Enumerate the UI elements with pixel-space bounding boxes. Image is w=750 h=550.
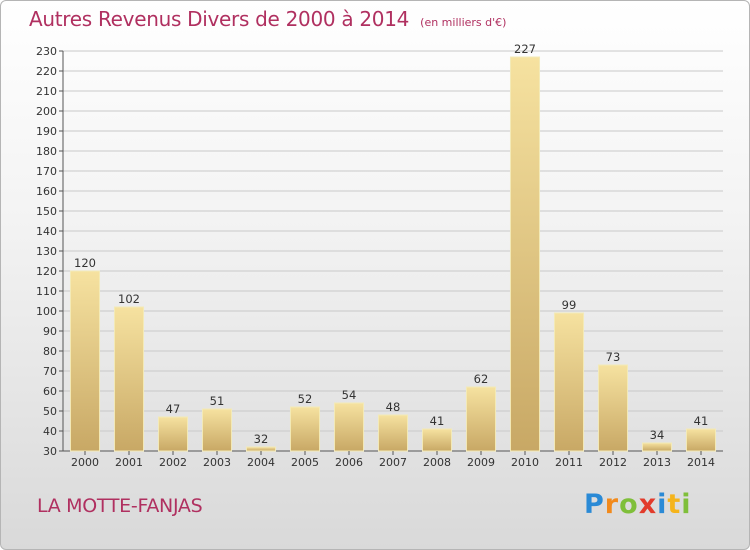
bar-value-label: 102 [118,292,140,306]
bar [421,428,453,452]
bar-value-label: 54 [342,388,357,402]
bar-value-label: 41 [694,414,709,428]
y-tick-label: 190 [36,125,57,138]
bar-value-label: 34 [650,428,665,442]
bar-value-label: 32 [254,432,269,446]
y-tick-label: 80 [43,345,57,358]
bar [157,416,189,452]
y-tick-label: 30 [43,445,57,458]
bar-value-label: 52 [298,392,313,406]
bar-value-label: 99 [562,298,577,312]
x-tick-label: 2013 [643,456,671,469]
y-tick-label: 220 [36,65,57,78]
y-tick-label: 210 [36,85,57,98]
chart-title: Autres Revenus Divers de 2000 à 2014 [29,7,410,31]
y-tick-label: 60 [43,385,57,398]
y-tick-label: 180 [36,145,57,158]
y-tick-label: 120 [36,265,57,278]
y-tick-label: 90 [43,325,57,338]
bar [465,386,497,452]
bar [201,408,233,452]
x-tick-label: 2005 [291,456,319,469]
x-tick-label: 2003 [203,456,231,469]
y-tick-label: 100 [36,305,57,318]
bar-value-label: 48 [386,400,401,414]
bar-value-label: 51 [210,394,225,408]
y-tick-label: 160 [36,185,57,198]
y-tick-label: 150 [36,205,57,218]
commune-name: LA MOTTE-FANJAS [37,495,203,517]
bar-value-label: 120 [74,256,96,270]
bar [597,364,629,452]
x-tick-label: 2000 [71,456,99,469]
x-tick-label: 2010 [511,456,539,469]
y-tick-label: 170 [36,165,57,178]
bar [289,406,321,452]
x-tick-label: 2001 [115,456,143,469]
y-tick-label: 200 [36,105,57,118]
bar-value-label: 47 [166,402,181,416]
bar [333,402,365,452]
x-tick-label: 2009 [467,456,495,469]
chart-header: Autres Revenus Divers de 2000 à 2014 (en… [29,7,506,31]
bar [685,428,717,452]
chart-unit: (en milliers d'€) [420,16,507,29]
x-tick-label: 2007 [379,456,407,469]
y-tick-label: 50 [43,405,57,418]
y-tick-label: 110 [36,285,57,298]
bar-value-label: 41 [430,414,445,428]
bar [245,446,277,452]
y-tick-label: 70 [43,365,57,378]
x-tick-label: 2014 [687,456,715,469]
x-tick-label: 2004 [247,456,275,469]
x-tick-label: 2008 [423,456,451,469]
bar [641,442,673,452]
y-tick-label: 40 [43,425,57,438]
bar-value-label: 62 [474,372,489,386]
proxiti-logo: Proxiti [584,489,692,520]
x-tick-label: 2012 [599,456,627,469]
bar [113,306,145,452]
x-tick-label: 2011 [555,456,583,469]
y-tick-label: 130 [36,245,57,258]
x-tick-label: 2006 [335,456,363,469]
x-tick-label: 2002 [159,456,187,469]
y-tick-label: 140 [36,225,57,238]
y-tick-label: 230 [36,45,57,58]
bar [553,312,585,452]
bar [69,270,101,452]
bar-value-label: 73 [606,350,621,364]
bar [509,56,541,452]
bar-value-label: 227 [514,42,536,56]
bar [377,414,409,452]
